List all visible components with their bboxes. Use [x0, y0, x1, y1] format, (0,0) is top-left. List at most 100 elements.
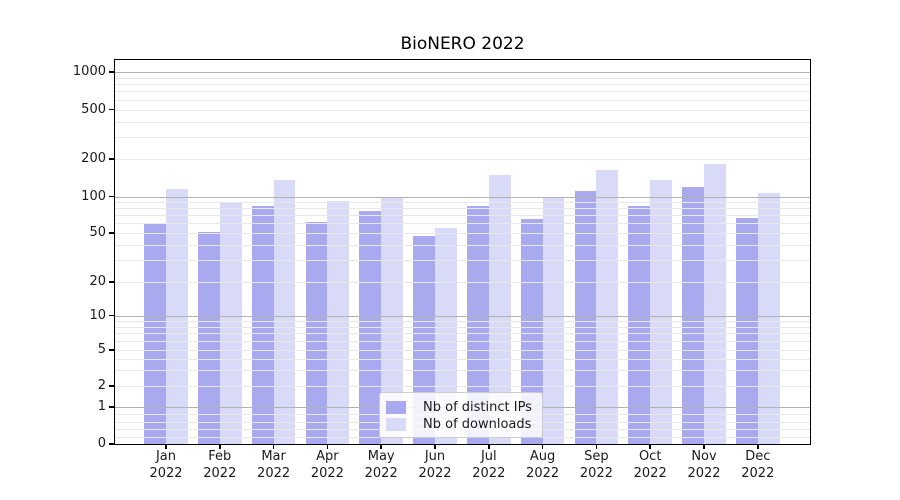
x-tick-year: 2022: [579, 465, 613, 481]
x-tick-label-jul: Jul 2022: [453, 449, 525, 482]
y-tick-mark: [109, 232, 114, 234]
x-tick-mark: [434, 444, 436, 449]
bar-downloads-feb: [219, 202, 242, 444]
x-tick-mark: [757, 444, 759, 449]
y-tick-label: 10: [89, 307, 106, 323]
gridline-minor: [115, 202, 810, 204]
x-tick-month: Apr: [316, 449, 339, 464]
x-tick-mark: [649, 444, 651, 449]
gridline-minor: [115, 223, 810, 225]
plot-area: [114, 59, 811, 445]
x-tick-mark: [541, 444, 544, 449]
x-tick-mark: [703, 444, 705, 449]
x-tick-year: 2022: [149, 465, 183, 481]
bar-downloads-sep: [596, 170, 619, 444]
x-tick-label-apr: Apr 2022: [291, 449, 363, 482]
legend: Nb of distinct IPs Nb of downloads: [379, 392, 543, 438]
x-tick-mark: [326, 444, 329, 449]
y-tick-mark: [109, 195, 114, 198]
x-tick-year: 2022: [418, 465, 452, 481]
x-tick-month: Mar: [261, 449, 286, 464]
y-tick-mark: [109, 385, 114, 387]
x-tick-label-may: May 2022: [345, 449, 417, 482]
gridline-minor: [115, 84, 810, 86]
legend-label-downloads: Nb of downloads: [423, 416, 532, 432]
x-tick-mark: [488, 444, 490, 449]
x-tick-year: 2022: [203, 465, 237, 481]
gridline-minor: [115, 244, 810, 246]
bar-downloads-dec: [757, 193, 780, 444]
legend-label-distinct-ips: Nb of distinct IPs: [423, 399, 532, 415]
x-tick-label-jan: Jan 2022: [130, 449, 202, 482]
bar-distinct-ips-apr: [305, 221, 328, 444]
y-tick-mark: [109, 108, 114, 111]
x-tick-label-dec: Dec 2022: [722, 449, 794, 482]
y-tick-label: 1000: [72, 64, 106, 79]
gridline-minor: [115, 333, 810, 335]
y-tick-label: 200: [81, 151, 106, 166]
x-tick-year: 2022: [526, 465, 560, 481]
x-tick-mark: [380, 444, 382, 449]
gridline-minor: [115, 233, 810, 234]
gridline-minor: [115, 340, 810, 342]
x-tick-month: Nov: [691, 449, 717, 464]
x-tick-label-aug: Aug 2022: [507, 449, 579, 482]
bar-downloads-nov: [704, 163, 726, 444]
y-tick-mark: [109, 406, 114, 408]
x-tick-month: Jul: [480, 449, 497, 464]
bar-downloads-apr: [327, 200, 350, 444]
y-tick-mark: [109, 314, 114, 317]
x-tick-label-mar: Mar 2022: [238, 449, 310, 482]
x-tick-month: Dec: [745, 449, 771, 464]
gridline-minor: [115, 386, 810, 387]
gridline-minor: [115, 137, 810, 139]
gridline-minor: [115, 121, 810, 123]
bar-distinct-ips-mar: [251, 205, 274, 444]
x-tick-month: Sep: [584, 449, 609, 464]
gridline-minor: [115, 350, 810, 351]
gridline-minor: [115, 282, 810, 283]
legend-item-downloads: Nb of downloads: [386, 416, 534, 432]
x-tick-year: 2022: [741, 465, 775, 481]
gridline-minor: [115, 109, 810, 111]
x-tick-month: Aug: [529, 449, 556, 464]
y-tick-label: 500: [81, 101, 106, 117]
bar-downloads-jun: [435, 227, 457, 444]
gridline-minor: [115, 215, 810, 217]
y-tick-mark: [109, 281, 114, 283]
bar-downloads-may: [381, 196, 403, 444]
gridline-minor: [115, 358, 810, 360]
bar-downloads-oct: [650, 180, 672, 444]
legend-swatch-distinct-ips: [386, 400, 406, 414]
y-tick-label: 5: [97, 342, 106, 357]
bar-distinct-ips-nov: [682, 186, 704, 444]
x-tick-mark: [219, 444, 221, 449]
bar-downloads-aug: [542, 197, 565, 444]
gridline-major: [115, 315, 810, 317]
x-tick-month: May: [367, 449, 395, 464]
bar-distinct-ips-aug: [520, 219, 543, 444]
bar-distinct-ips-dec: [736, 218, 758, 444]
x-tick-mark: [165, 444, 167, 449]
x-tick-label-nov: Nov 2022: [668, 449, 740, 482]
gridline-minor: [115, 77, 810, 79]
y-tick-label: 100: [81, 188, 106, 204]
x-tick-year: 2022: [310, 465, 344, 481]
y-tick-mark: [109, 71, 114, 73]
x-tick-month: Jan: [155, 449, 177, 464]
x-tick-year: 2022: [364, 465, 398, 481]
x-tick-label-oct: Oct 2022: [614, 449, 686, 482]
gridline-major: [115, 72, 810, 73]
x-tick-mark: [272, 444, 275, 449]
gridline-minor: [115, 260, 810, 262]
gridline-minor: [115, 326, 810, 328]
bar-distinct-ips-jul: [467, 205, 489, 444]
gridline-minor: [115, 208, 810, 210]
gridline-minor: [115, 370, 810, 372]
gridline-minor: [115, 159, 810, 160]
bar-distinct-ips-feb: [198, 231, 220, 444]
x-tick-label-jun: Jun 2022: [399, 449, 471, 482]
x-tick-label-sep: Sep 2022: [560, 449, 632, 482]
x-tick-label-feb: Feb 2022: [184, 449, 256, 482]
